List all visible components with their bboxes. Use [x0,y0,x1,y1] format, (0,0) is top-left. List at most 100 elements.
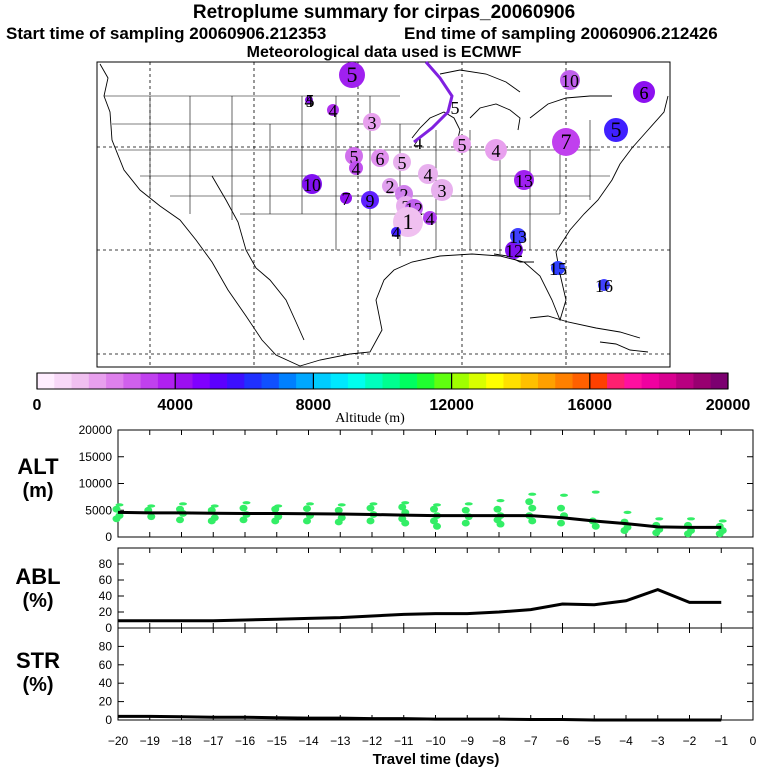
plume-circle [552,128,580,156]
plume-circle [505,241,523,259]
map-marker: 6 [371,149,389,169]
plume-label: 4 [329,101,338,121]
colorbar-cell [658,373,677,389]
x-tick-label: −8 [492,734,506,748]
panel-ylabel: ABL [15,564,60,589]
scatter-point [398,503,407,511]
scatter-point [652,529,661,537]
plume-label: 4 [352,159,361,179]
plume-label: 13 [509,227,527,247]
map-marker: 5 [345,147,363,167]
plume-label: 4 [305,91,314,111]
plume-circle [361,191,379,209]
y-tick-label: 0 [105,713,112,727]
map-marker: 7 [552,128,580,156]
plume-circle [339,62,365,88]
colorbar-cell [37,373,55,389]
scatter-point [496,499,505,503]
x-tick-label: −20 [108,734,129,748]
plume-label: 9 [366,191,375,211]
line-panels: 05000100001500020000ALT(m)020406080ABL(%… [15,423,754,727]
map-marker: 3 [431,179,453,201]
colorbar-cell [589,373,608,389]
plume-label: 3 [368,113,377,133]
scatter-point [433,522,441,530]
map-marker: 1 [393,207,423,237]
colorbar: 0 4000 8000 12000 16000 20000 Altitude (m) [33,372,750,426]
plume-label: 4 [392,223,401,243]
map-marker: 4 [414,133,423,153]
x-tick-label: −5 [587,734,601,748]
colorbar-cell [676,373,694,389]
colorbar-cell [468,373,487,389]
map-marker: 5 [451,98,460,118]
colorbar-cell [88,373,107,389]
plume-circle [371,149,389,167]
panel-frame [117,547,754,629]
colorbar-tick-label: 8000 [296,397,332,414]
plume-circle [633,81,655,103]
panel-frame [117,627,754,721]
scatter-point [239,516,248,524]
scatter-point [366,504,375,512]
map-marker: 5 [453,135,471,155]
colorbar-label: Altitude (m) [335,411,405,426]
y-tick-label: 20000 [79,423,113,437]
colorbar-cell [347,373,366,389]
scatter-point [334,506,343,514]
end-time-label: End time of sampling 20060906.212426 [404,24,718,43]
plume-label: 5 [398,153,407,173]
plume-circle [391,227,401,237]
x-tick-label: −18 [171,734,192,748]
x-tick-label: −17 [203,734,224,748]
plume-circle [327,104,339,116]
x-tick-label: −9 [460,734,474,748]
x-tick-label: −2 [683,734,697,748]
plume-label: 5 [611,117,622,142]
colorbar-cell [209,373,228,389]
start-time-label: Start time of sampling 20060906.212353 [6,24,327,43]
plume-label: 10 [303,175,321,195]
map-marker: 10 [560,70,580,91]
map-state-borders [104,95,610,260]
scatter-point [147,513,156,521]
series-line-abl [118,587,722,623]
x-tick-label: −3 [651,734,665,748]
scatter-point [591,490,600,494]
colorbar-cell [641,373,660,389]
plume-label: 5 [458,135,467,155]
colorbar-cell [503,373,522,389]
map-marker: 6 [640,83,649,103]
colorbar-cell [227,373,245,389]
colorbar-cell [399,373,418,389]
colorbar-cell [520,373,539,389]
map-markers: 5610654345475546543107922212141312131516… [302,62,655,296]
x-tick-label: −14 [298,734,319,748]
map-marker: 13 [514,170,534,191]
colorbar-cell [330,373,349,389]
colorbar-cell [54,373,72,389]
panel-abl: 0 20 40 60 80 ABL(%) [15,547,754,635]
panel-ylabel: ALT [17,454,59,479]
plume-circle [349,161,363,175]
plume-circle [393,207,423,237]
colorbar-cell [140,373,159,389]
scatter-point [496,520,505,528]
plume-label: 6 [640,83,649,103]
plume-label: 4 [414,133,423,153]
scatter-point [303,517,311,525]
map-coastlines [99,63,669,367]
scatter-point [591,522,600,530]
y-tick-label: 40 [99,589,113,603]
plume-circle [453,135,471,153]
plume-label: 5 [451,98,460,118]
scatter-point [401,501,410,505]
x-tick-label: −1 [714,734,728,748]
scatter-point [271,517,280,525]
plume-label: 3 [438,181,447,201]
colorbar-cell [572,373,591,389]
plume-label: 2 [386,177,395,197]
y-tick-label: 80 [99,557,113,571]
map-marker: 4 [391,223,401,243]
